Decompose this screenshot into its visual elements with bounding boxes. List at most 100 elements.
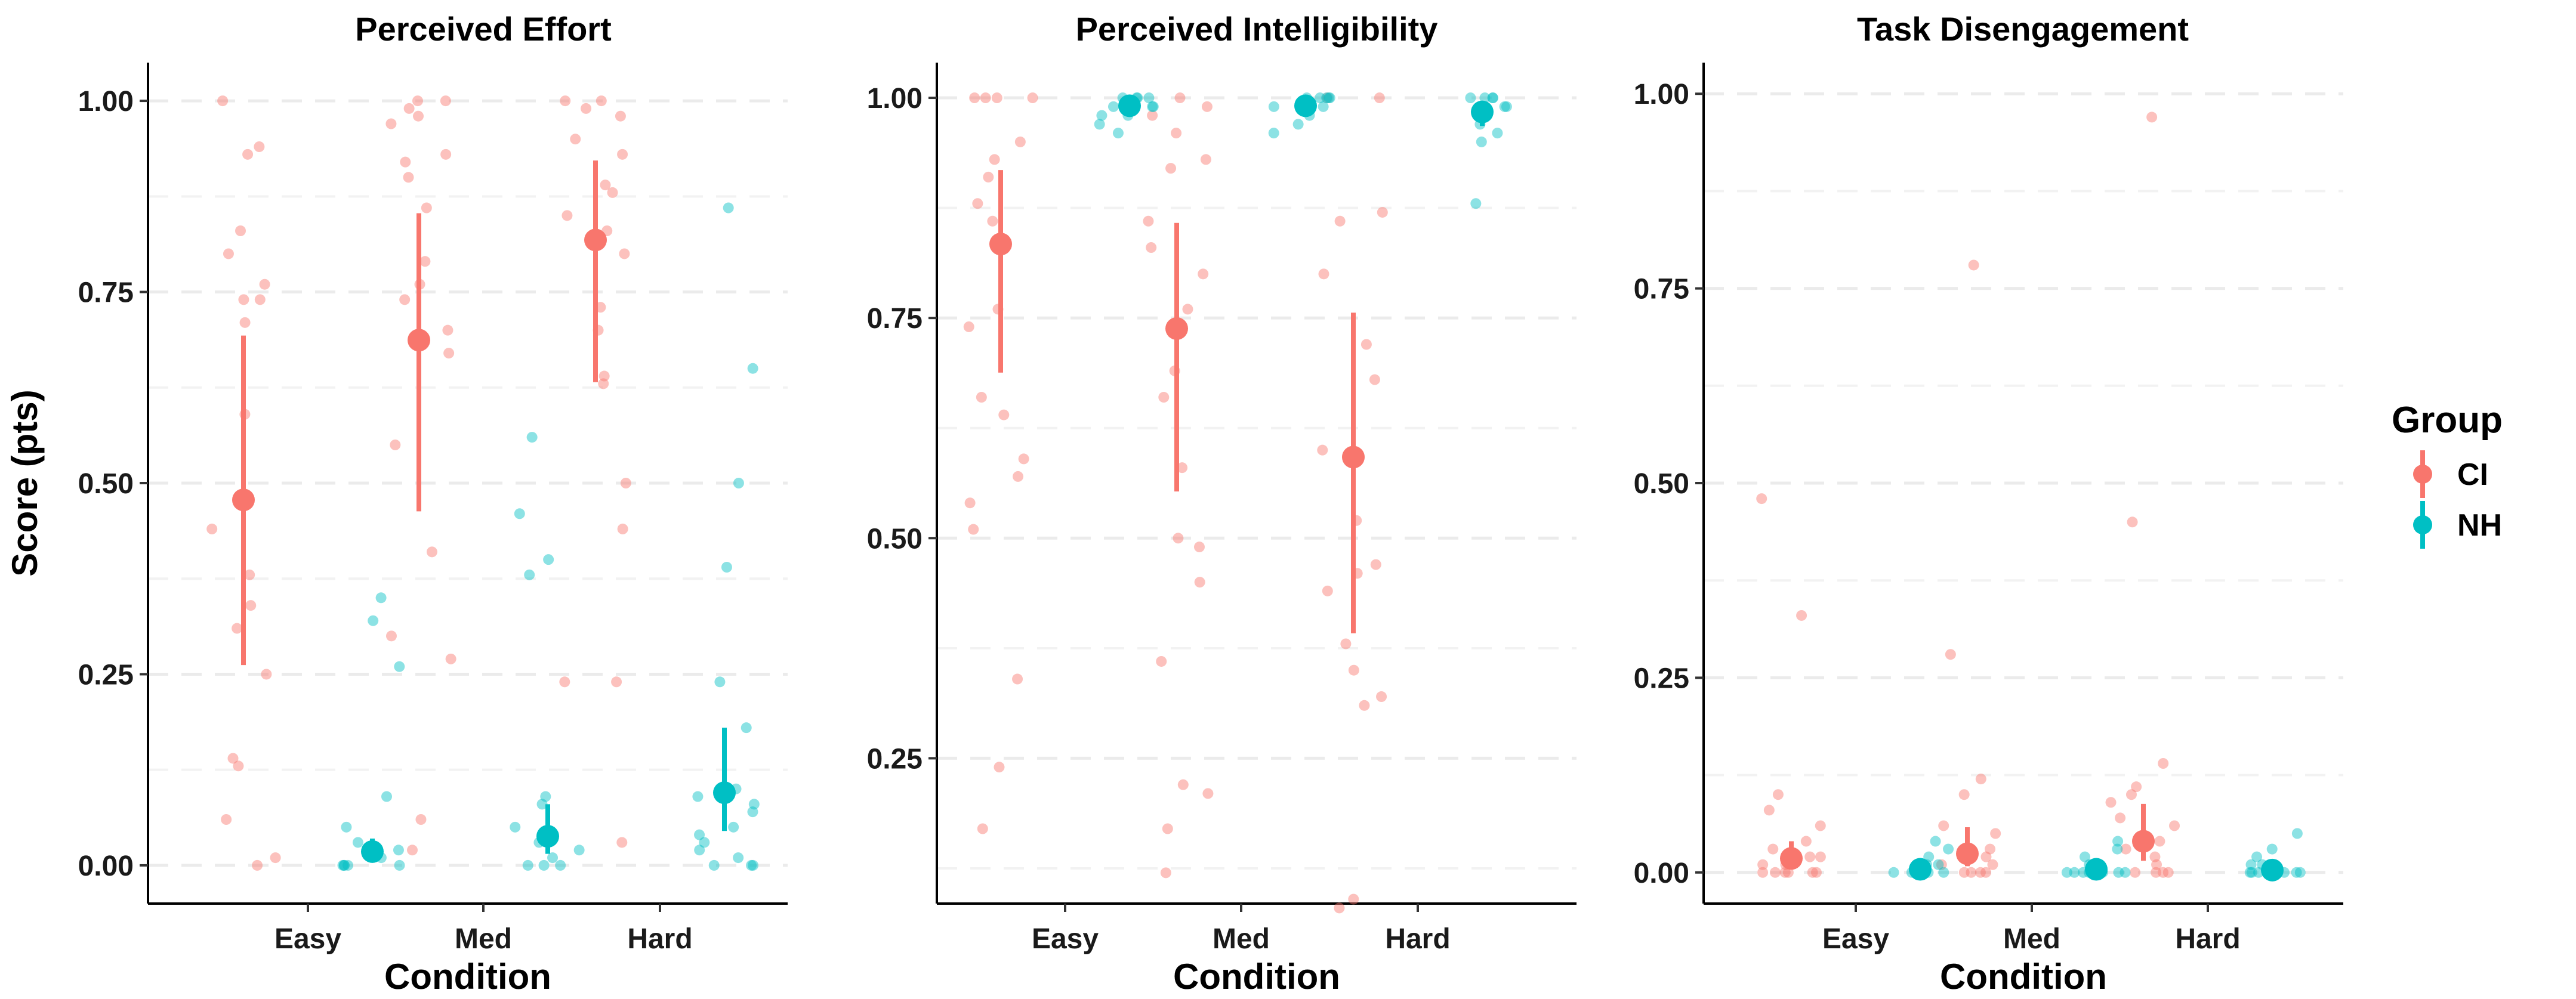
data-point <box>2246 867 2257 878</box>
legend-label-ci: CI <box>2457 457 2488 492</box>
series-ci <box>206 95 631 871</box>
data-point <box>1923 851 1935 862</box>
data-point <box>1143 215 1154 227</box>
x-tick-label: Med <box>2003 923 2060 955</box>
y-tick-label: 0.00 <box>1634 858 1689 889</box>
data-point <box>972 198 983 209</box>
y-tick-label: 0.50 <box>867 523 923 555</box>
data-point <box>2149 851 2161 862</box>
mean-point <box>1342 446 1365 469</box>
data-point <box>2112 843 2123 855</box>
data-point <box>1027 92 1038 104</box>
data-point <box>1334 215 1346 227</box>
data-point <box>1324 92 1335 104</box>
data-point <box>1268 128 1279 139</box>
data-point <box>977 823 988 834</box>
data-point <box>445 653 456 664</box>
data-point <box>1315 92 1326 104</box>
data-point <box>2130 867 2141 878</box>
data-point <box>2115 812 2126 824</box>
data-point <box>239 317 251 328</box>
data-point <box>1980 867 1991 878</box>
data-point <box>1772 789 1784 800</box>
panel-title: Perceived Effort <box>355 10 612 48</box>
series-ci <box>963 92 1388 914</box>
data-point <box>385 630 397 642</box>
data-point <box>699 837 710 848</box>
mean-point <box>713 781 736 805</box>
data-point <box>1194 577 1205 588</box>
data-point <box>1966 867 1977 878</box>
mean-point <box>1780 847 1803 870</box>
series-nh <box>1888 828 2306 882</box>
legend-item-nh: NH <box>2413 501 2502 549</box>
data-point <box>1479 92 1491 104</box>
data-point <box>242 149 254 160</box>
x-tick-label: Easy <box>1822 923 1889 955</box>
mean-point <box>536 825 559 848</box>
data-point <box>526 432 538 443</box>
data-point <box>1018 453 1029 465</box>
data-point <box>221 814 232 825</box>
data-point <box>747 363 758 374</box>
data-point <box>543 554 554 565</box>
data-point <box>1501 101 1512 112</box>
legend-key-ci-dot <box>2413 465 2432 484</box>
data-point <box>964 497 976 509</box>
data-point <box>1318 101 1329 112</box>
data-point <box>2291 828 2303 839</box>
data-point <box>581 103 592 114</box>
data-point <box>1359 700 1370 711</box>
y-tick-label: 0.25 <box>867 743 923 775</box>
data-point <box>559 676 570 688</box>
data-point <box>419 256 431 267</box>
data-point <box>1756 493 1767 505</box>
series-nh <box>337 202 760 871</box>
data-point <box>562 210 573 221</box>
data-point <box>2113 867 2124 878</box>
data-point <box>1465 92 1476 104</box>
y-tick-label: 1.00 <box>1634 79 1689 110</box>
data-point <box>1107 101 1119 112</box>
x-axis-title: Condition <box>1940 957 2107 997</box>
data-point <box>1198 268 1209 280</box>
data-point <box>1370 559 1381 570</box>
mean-point <box>1956 842 1979 865</box>
mean-point <box>1471 100 1494 123</box>
data-point <box>714 676 726 688</box>
y-tick-label: 0.50 <box>78 468 134 500</box>
mean-point <box>2085 858 2108 881</box>
data-point <box>1763 805 1775 816</box>
data-point <box>1177 779 1189 790</box>
legend: Group CI NH <box>2392 400 2503 549</box>
legend-label-nh: NH <box>2457 508 2502 543</box>
panel-3: 0.00 0.25 0.50 0.75 1.00 Easy Med Hard Task Dise… <box>1634 10 2343 997</box>
data-point <box>1147 101 1159 112</box>
data-point <box>235 225 246 236</box>
mean-point <box>2132 830 2155 853</box>
data-point <box>1975 774 1986 785</box>
data-point <box>1470 198 1482 209</box>
data-point <box>1146 242 1157 253</box>
data-point <box>991 92 1002 104</box>
data-point <box>1193 542 1205 553</box>
data-point <box>1177 462 1188 474</box>
data-point <box>1943 843 1954 855</box>
data-point <box>2079 851 2090 862</box>
data-point <box>1201 101 1213 112</box>
data-point <box>1112 128 1124 139</box>
data-point <box>599 370 610 382</box>
data-point <box>694 829 705 840</box>
data-point <box>1796 610 1807 621</box>
data-point <box>400 156 411 168</box>
data-point <box>381 791 392 802</box>
data-point <box>1292 119 1304 130</box>
chart-panels: 0.00 0.25 0.50 0.75 1.00 Easy Med Hard Perceived… <box>5 10 2343 997</box>
data-point <box>1800 836 1812 847</box>
series-ci <box>1756 112 2180 878</box>
data-point <box>223 248 234 259</box>
data-point <box>352 837 363 848</box>
x-tick-label: Hard <box>627 923 692 955</box>
data-point <box>1322 92 1333 104</box>
